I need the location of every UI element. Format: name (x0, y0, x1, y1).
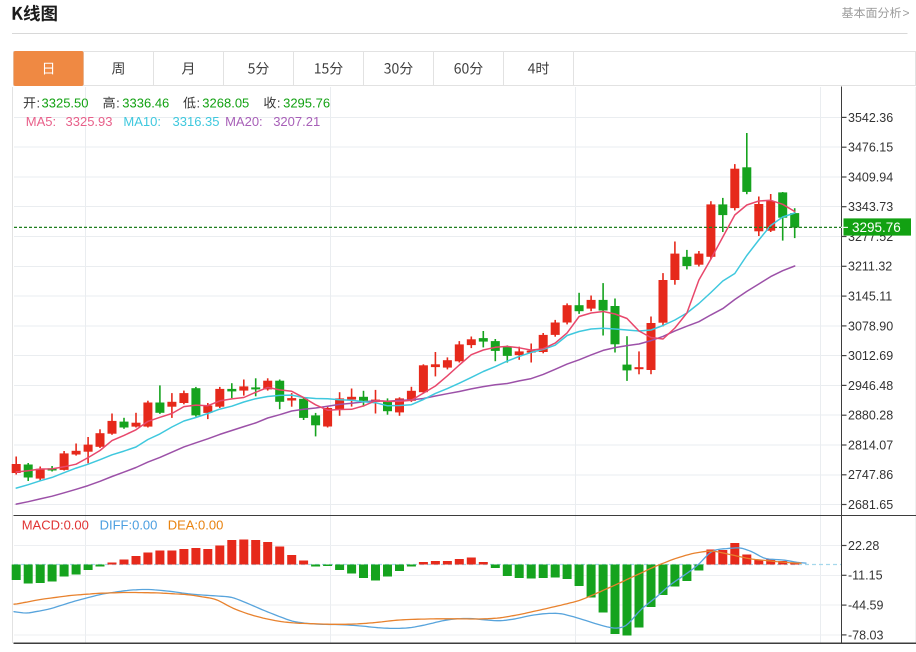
svg-text:3336.46: 3336.46 (122, 96, 169, 111)
svg-text:2681.65: 2681.65 (848, 498, 893, 512)
svg-text:3409.94: 3409.94 (848, 170, 893, 184)
svg-text:3295.76: 3295.76 (283, 96, 330, 111)
svg-text:3325.50: 3325.50 (42, 96, 89, 111)
svg-text:-78.03: -78.03 (848, 628, 883, 642)
svg-text:3145.11: 3145.11 (848, 290, 892, 304)
svg-text:3542.36: 3542.36 (848, 111, 893, 125)
svg-text:DIFF:0.00: DIFF:0.00 (100, 518, 158, 533)
svg-text:MA20:: MA20: (225, 114, 263, 129)
svg-text:3012.69: 3012.69 (848, 349, 893, 363)
svg-text::: : (277, 96, 281, 111)
svg-text:3295.76: 3295.76 (852, 220, 901, 235)
svg-text::: : (116, 96, 120, 111)
svg-text:-44.59: -44.59 (848, 599, 883, 613)
svg-text:3207.21: 3207.21 (273, 114, 320, 129)
svg-text:>: > (903, 6, 910, 20)
svg-text:3268.05: 3268.05 (202, 96, 249, 111)
svg-text:MA10:: MA10: (123, 114, 161, 129)
svg-text:-11.15: -11.15 (848, 569, 883, 583)
svg-text::: : (37, 96, 41, 111)
svg-text:DEA:0.00: DEA:0.00 (168, 518, 224, 533)
svg-text:22.28: 22.28 (848, 539, 879, 553)
svg-text:2814.07: 2814.07 (848, 438, 893, 452)
svg-text:MA5:: MA5: (26, 114, 56, 129)
svg-text:3078.90: 3078.90 (848, 319, 893, 333)
svg-text:3325.93: 3325.93 (66, 114, 113, 129)
svg-text:MACD:0.00: MACD:0.00 (22, 518, 89, 533)
svg-text:3211.32: 3211.32 (848, 260, 892, 274)
svg-text:3343.73: 3343.73 (848, 200, 893, 214)
svg-text:2946.48: 2946.48 (848, 379, 893, 393)
svg-text:3476.15: 3476.15 (848, 141, 893, 155)
svg-text::: : (197, 96, 201, 111)
svg-text:3316.35: 3316.35 (173, 114, 220, 129)
svg-text:2880.28: 2880.28 (848, 409, 893, 423)
svg-text:2747.86: 2747.86 (848, 468, 893, 482)
